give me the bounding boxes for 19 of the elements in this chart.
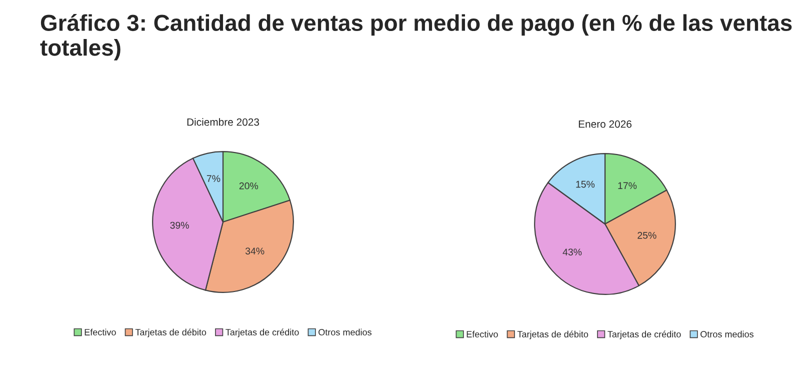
legend-label: Tarjetas de crédito: [608, 330, 681, 340]
legend-label: Otros medios: [700, 330, 754, 338]
data-label: 39%: [170, 222, 189, 229]
legend-label: Tarjetas de crédito: [226, 328, 299, 338]
data-label: 20%: [239, 182, 258, 190]
data-label: 15%: [576, 180, 595, 188]
data-label: 43%: [562, 248, 582, 256]
legend-label: Efectivo: [84, 328, 116, 336]
legend-label: Efectivo: [466, 330, 498, 338]
data-label: 34%: [245, 248, 264, 254]
data-label: 7%: [206, 175, 220, 182]
data-label: 17%: [618, 182, 637, 189]
chart-title: Diciembre 2023: [187, 118, 260, 126]
data-label: 25%: [638, 232, 656, 239]
legend-label: Tarjetas de débito: [135, 328, 206, 338]
chart-title: Enero 2026: [578, 120, 632, 128]
legend-label: Otros medios: [318, 328, 372, 336]
legend-label: Tarjetas de débito: [517, 330, 588, 340]
text: Gráfico 3: Cantidad de ventas por medio de pago (en % de las ventas totales): [40, 14, 792, 60]
